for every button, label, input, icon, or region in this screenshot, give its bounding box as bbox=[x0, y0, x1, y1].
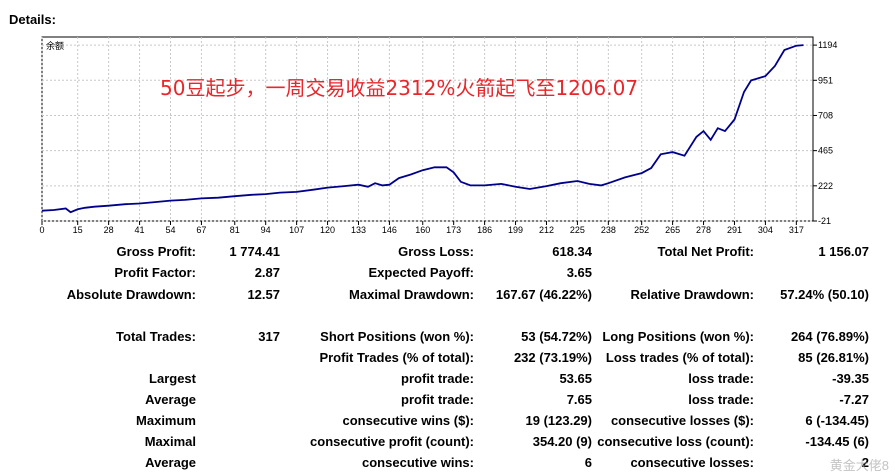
x-tick-label: 107 bbox=[289, 225, 304, 235]
stat-row-profit-value: 7.65 bbox=[566, 392, 592, 407]
gross-profit-value: 1 774.41 bbox=[229, 244, 280, 259]
stat-row-label: Maximal bbox=[144, 434, 196, 449]
x-tick-label: 15 bbox=[73, 225, 83, 235]
x-tick-label: 94 bbox=[261, 225, 271, 235]
balance-chart: 1194 951 708 465 222 -21 0 15 28 41 54 67 81 94 107 120… bbox=[39, 36, 837, 235]
total-trades-value: 317 bbox=[258, 329, 280, 344]
x-tick-label: 41 bbox=[135, 225, 145, 235]
watermark: 黄金大佬8 bbox=[829, 458, 889, 473]
profit-trades-label: Profit Trades (% of total): bbox=[319, 350, 474, 365]
x-tick-label: 291 bbox=[727, 225, 742, 235]
stat-row-label: Average bbox=[145, 455, 196, 470]
stat-row-loss-value: -39.35 bbox=[832, 371, 869, 386]
profit-factor-label: Profit Factor: bbox=[114, 265, 196, 280]
plot-area bbox=[41, 36, 814, 222]
y-tick-label: 951 bbox=[818, 75, 833, 85]
chart-legend: 余额 bbox=[46, 40, 64, 52]
x-tick-label: 265 bbox=[665, 225, 680, 235]
balance-chart-svg: 1194 951 708 465 222 -21 0 15 28 41 54 67 81 94 107 120… bbox=[39, 36, 837, 235]
relative-drawdown-value: 57.24% (50.10) bbox=[780, 287, 869, 302]
details-heading: Details: bbox=[9, 12, 56, 27]
chart-overlay-annotation: 50豆起步，一周交易收益2312%火箭起飞至1206.07 bbox=[160, 76, 638, 100]
x-tick-label: 317 bbox=[789, 225, 804, 235]
stat-row-loss-value: -7.27 bbox=[839, 392, 869, 407]
stat-row-profit-label: profit trade: bbox=[401, 371, 474, 386]
stat-row-loss-label: loss trade: bbox=[688, 371, 754, 386]
gross-loss-label: Gross Loss: bbox=[398, 244, 474, 259]
total-net-profit-label: Total Net Profit: bbox=[657, 244, 754, 259]
maximal-drawdown-label: Maximal Drawdown: bbox=[349, 287, 474, 302]
x-tick-label: 81 bbox=[230, 225, 240, 235]
x-tick-label: 199 bbox=[508, 225, 523, 235]
absolute-drawdown-value: 12.57 bbox=[247, 287, 280, 302]
x-tick-label: 238 bbox=[601, 225, 616, 235]
stat-row-profit-label: consecutive wins ($): bbox=[342, 413, 474, 428]
y-tick-label: 1194 bbox=[818, 40, 837, 50]
x-tick-label: 28 bbox=[104, 225, 114, 235]
profit-factor-value: 2.87 bbox=[254, 265, 280, 280]
x-tick-label: 133 bbox=[351, 225, 366, 235]
profit-trades-value: 232 (73.19%) bbox=[513, 350, 592, 365]
total-trades-label: Total Trades: bbox=[116, 329, 196, 344]
x-tick-label: 304 bbox=[758, 225, 773, 235]
absolute-drawdown-label: Absolute Drawdown: bbox=[66, 287, 196, 302]
x-tick-label: 67 bbox=[196, 225, 206, 235]
loss-trades-value: 85 (26.81%) bbox=[798, 350, 869, 365]
short-positions-label: Short Positions (won %): bbox=[320, 329, 474, 344]
stat-row-loss-label: consecutive loss (count): bbox=[597, 434, 754, 449]
x-tick-label: 54 bbox=[165, 225, 175, 235]
x-tick-label: 225 bbox=[570, 225, 585, 235]
x-tick-label: 173 bbox=[446, 225, 461, 235]
stat-row-profit-label: consecutive profit (count): bbox=[310, 434, 474, 449]
total-net-profit-value: 1 156.07 bbox=[818, 244, 869, 259]
x-tick-label: 160 bbox=[415, 225, 430, 235]
x-tick-label: 278 bbox=[696, 225, 711, 235]
x-tick-label: 120 bbox=[320, 225, 335, 235]
x-tick-label: 0 bbox=[39, 225, 44, 235]
x-tick-label: 212 bbox=[539, 225, 554, 235]
relative-drawdown-label: Relative Drawdown: bbox=[630, 287, 754, 302]
stat-row-label: Largest bbox=[149, 371, 196, 386]
y-tick-label: 708 bbox=[818, 110, 833, 120]
stat-row-profit-value: 354.20 (9) bbox=[532, 434, 592, 449]
long-positions-value: 264 (76.89%) bbox=[790, 329, 869, 344]
stat-row-loss-value: 2 bbox=[861, 455, 869, 470]
short-positions-value: 53 (54.72%) bbox=[521, 329, 592, 344]
stat-row-label: Maximum bbox=[136, 413, 196, 428]
stat-row-profit-label: consecutive wins: bbox=[362, 455, 474, 470]
stat-row-profit-label: profit trade: bbox=[401, 392, 474, 407]
stat-row-profit-value: 53.65 bbox=[559, 371, 592, 386]
gross-loss-value: 618.34 bbox=[552, 244, 592, 259]
long-positions-label: Long Positions (won %): bbox=[602, 329, 754, 344]
balance-series-line bbox=[41, 44, 804, 214]
stat-row-loss-value: -134.45 (6) bbox=[805, 434, 869, 449]
x-tick-label: 186 bbox=[477, 225, 492, 235]
stat-row-profit-value: 19 (123.29) bbox=[525, 413, 593, 428]
stat-row-label: Average bbox=[145, 392, 196, 407]
y-tick-label: -21 bbox=[818, 216, 831, 226]
maximal-drawdown-value: 167.67 (46.22%) bbox=[495, 287, 592, 302]
stat-row-loss-label: loss trade: bbox=[688, 392, 754, 407]
expected-payoff-label: Expected Payoff: bbox=[368, 265, 474, 280]
stat-row-profit-value: 6 bbox=[584, 455, 592, 470]
x-tick-label: 146 bbox=[382, 225, 397, 235]
stat-row-loss-label: consecutive losses ($): bbox=[610, 413, 754, 428]
expected-payoff-value: 3.65 bbox=[566, 265, 592, 280]
y-tick-label: 465 bbox=[818, 146, 833, 156]
stat-row-loss-value: 6 (-134.45) bbox=[805, 413, 869, 428]
x-tick-label: 252 bbox=[634, 225, 649, 235]
loss-trades-label: Loss trades (% of total): bbox=[605, 350, 754, 365]
gross-profit-label: Gross Profit: bbox=[116, 244, 196, 259]
stat-row-loss-label: consecutive losses: bbox=[630, 455, 754, 470]
y-tick-label: 222 bbox=[818, 181, 833, 191]
